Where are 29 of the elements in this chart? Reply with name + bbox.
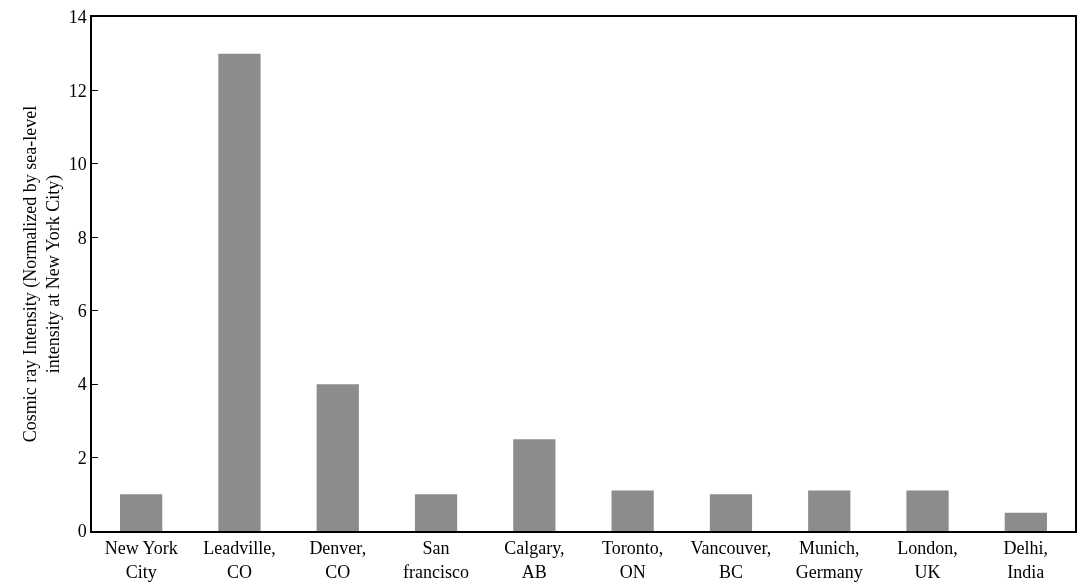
- x-tick-label: New York City: [104, 538, 178, 582]
- bar: [808, 490, 851, 531]
- x-tick-label: Munich, Germany: [795, 538, 863, 582]
- bar: [1004, 512, 1047, 531]
- bar: [906, 490, 949, 531]
- y-tick-label: 2: [77, 447, 87, 468]
- y-tick-label: 10: [68, 154, 87, 175]
- x-tick-label: Toronto, ON: [602, 538, 664, 582]
- bar: [414, 494, 458, 531]
- x-tick-label: London, UK: [897, 538, 958, 582]
- y-tick-label: 8: [77, 227, 87, 248]
- y-axis-title: Cosmic ray Intensity (Normalized by sea-level intensity at New York City): [19, 105, 65, 443]
- x-tick-label: Delhi, India: [1003, 538, 1049, 582]
- x-tick-label: Vancouver, BC: [690, 538, 772, 582]
- x-tick-label: Leadville, CO: [203, 538, 276, 582]
- bar: [120, 494, 163, 531]
- bar: [513, 439, 556, 531]
- x-tick-label: San francisco: [403, 538, 470, 582]
- y-tick-label: 6: [77, 301, 87, 322]
- x-tick-label: Calgary, AB: [504, 538, 565, 582]
- y-tick-label: 4: [77, 374, 87, 395]
- bar: [709, 494, 753, 531]
- y-tick-label: 0: [77, 521, 87, 542]
- bar: [611, 490, 654, 531]
- x-tick-label: Denver, CO: [309, 538, 367, 582]
- y-tick-label: 14: [68, 7, 87, 28]
- bar: [316, 384, 359, 531]
- bar: [218, 53, 261, 531]
- y-tick-label: 12: [68, 80, 87, 101]
